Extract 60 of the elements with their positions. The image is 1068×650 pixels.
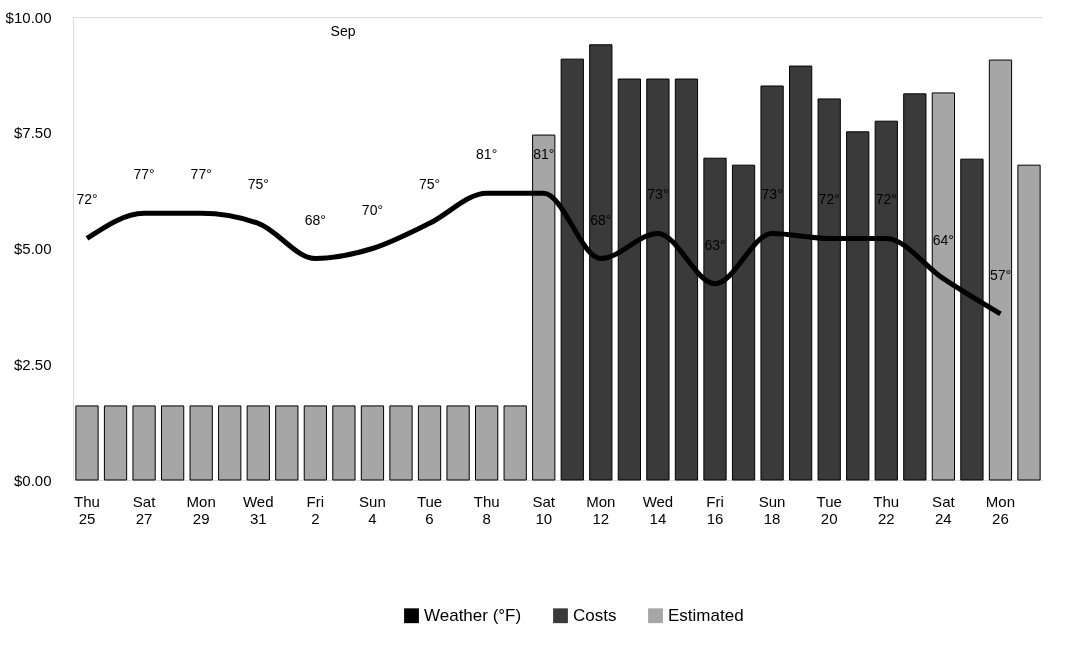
data-label: 68° — [590, 211, 612, 228]
x-tick-label: Sat 24 — [932, 492, 956, 527]
bar — [446, 405, 470, 481]
y-tick-label: $7.50 — [13, 124, 52, 142]
annotation: Sep — [330, 23, 356, 39]
x-tick-label: Fri 16 — [706, 492, 724, 527]
bar — [475, 405, 499, 481]
legend-label: Estimated — [668, 605, 744, 625]
x-tick-label: Wed 31 — [242, 492, 274, 527]
data-label: 70° — [361, 201, 384, 218]
data-label: 81° — [533, 146, 555, 163]
x-tick-label: Mon 12 — [586, 492, 616, 527]
x-tick-label: Sat 10 — [532, 492, 556, 527]
x-tick-label: Mon 26 — [985, 492, 1016, 527]
x-tick-label: Mon 29 — [186, 492, 216, 527]
bar — [503, 405, 527, 481]
bar — [332, 405, 356, 481]
bar — [132, 405, 156, 481]
data-label: 63° — [704, 236, 726, 253]
bar — [103, 405, 128, 481]
x-tick-label: Tue 20 — [816, 492, 842, 527]
x-tick-label: Thu 25 — [74, 492, 100, 527]
legend-label: Costs — [573, 605, 617, 625]
bar — [389, 405, 413, 481]
data-label: 73° — [761, 186, 783, 203]
data-label: 77° — [190, 166, 212, 183]
data-label: 77° — [133, 166, 155, 183]
bar — [417, 405, 442, 481]
bar — [160, 405, 185, 481]
bar — [75, 405, 99, 481]
bar — [360, 405, 385, 481]
data-label: 68° — [304, 211, 326, 228]
x-tick-label: Sun 4 — [359, 492, 386, 527]
bar — [275, 405, 299, 481]
bar — [1017, 164, 1041, 481]
bar — [303, 405, 327, 481]
data-label: 72° — [76, 191, 98, 208]
y-tick-label: $0.00 — [13, 471, 52, 489]
x-tick-label: Sat 27 — [132, 492, 157, 527]
x-tick-label: Sun 18 — [758, 492, 786, 527]
data-label: 81° — [476, 146, 498, 163]
data-label: 64° — [932, 231, 954, 248]
data-label: 72° — [818, 191, 840, 208]
x-tick-label: Thu 22 — [873, 492, 900, 527]
bar — [189, 405, 213, 481]
y-tick-label: $2.50 — [13, 355, 52, 373]
data-label: 57° — [989, 266, 1012, 283]
x-tick-label: Fri 2 — [306, 492, 325, 527]
y-tick-label: $5.00 — [13, 240, 52, 257]
x-tick-label: Thu 8 — [473, 492, 500, 527]
y-tick-label: $10.00 — [5, 8, 52, 26]
bar — [218, 405, 242, 481]
x-tick-label: Wed 14 — [642, 492, 674, 527]
bar — [246, 405, 270, 481]
data-label: 75° — [418, 176, 441, 193]
legend-label: Weather (°F) — [424, 605, 522, 625]
x-tick-label: Tue 6 — [416, 492, 443, 527]
data-label: 73° — [647, 186, 669, 203]
data-label: 72° — [875, 191, 897, 208]
data-label: 75° — [247, 176, 269, 193]
